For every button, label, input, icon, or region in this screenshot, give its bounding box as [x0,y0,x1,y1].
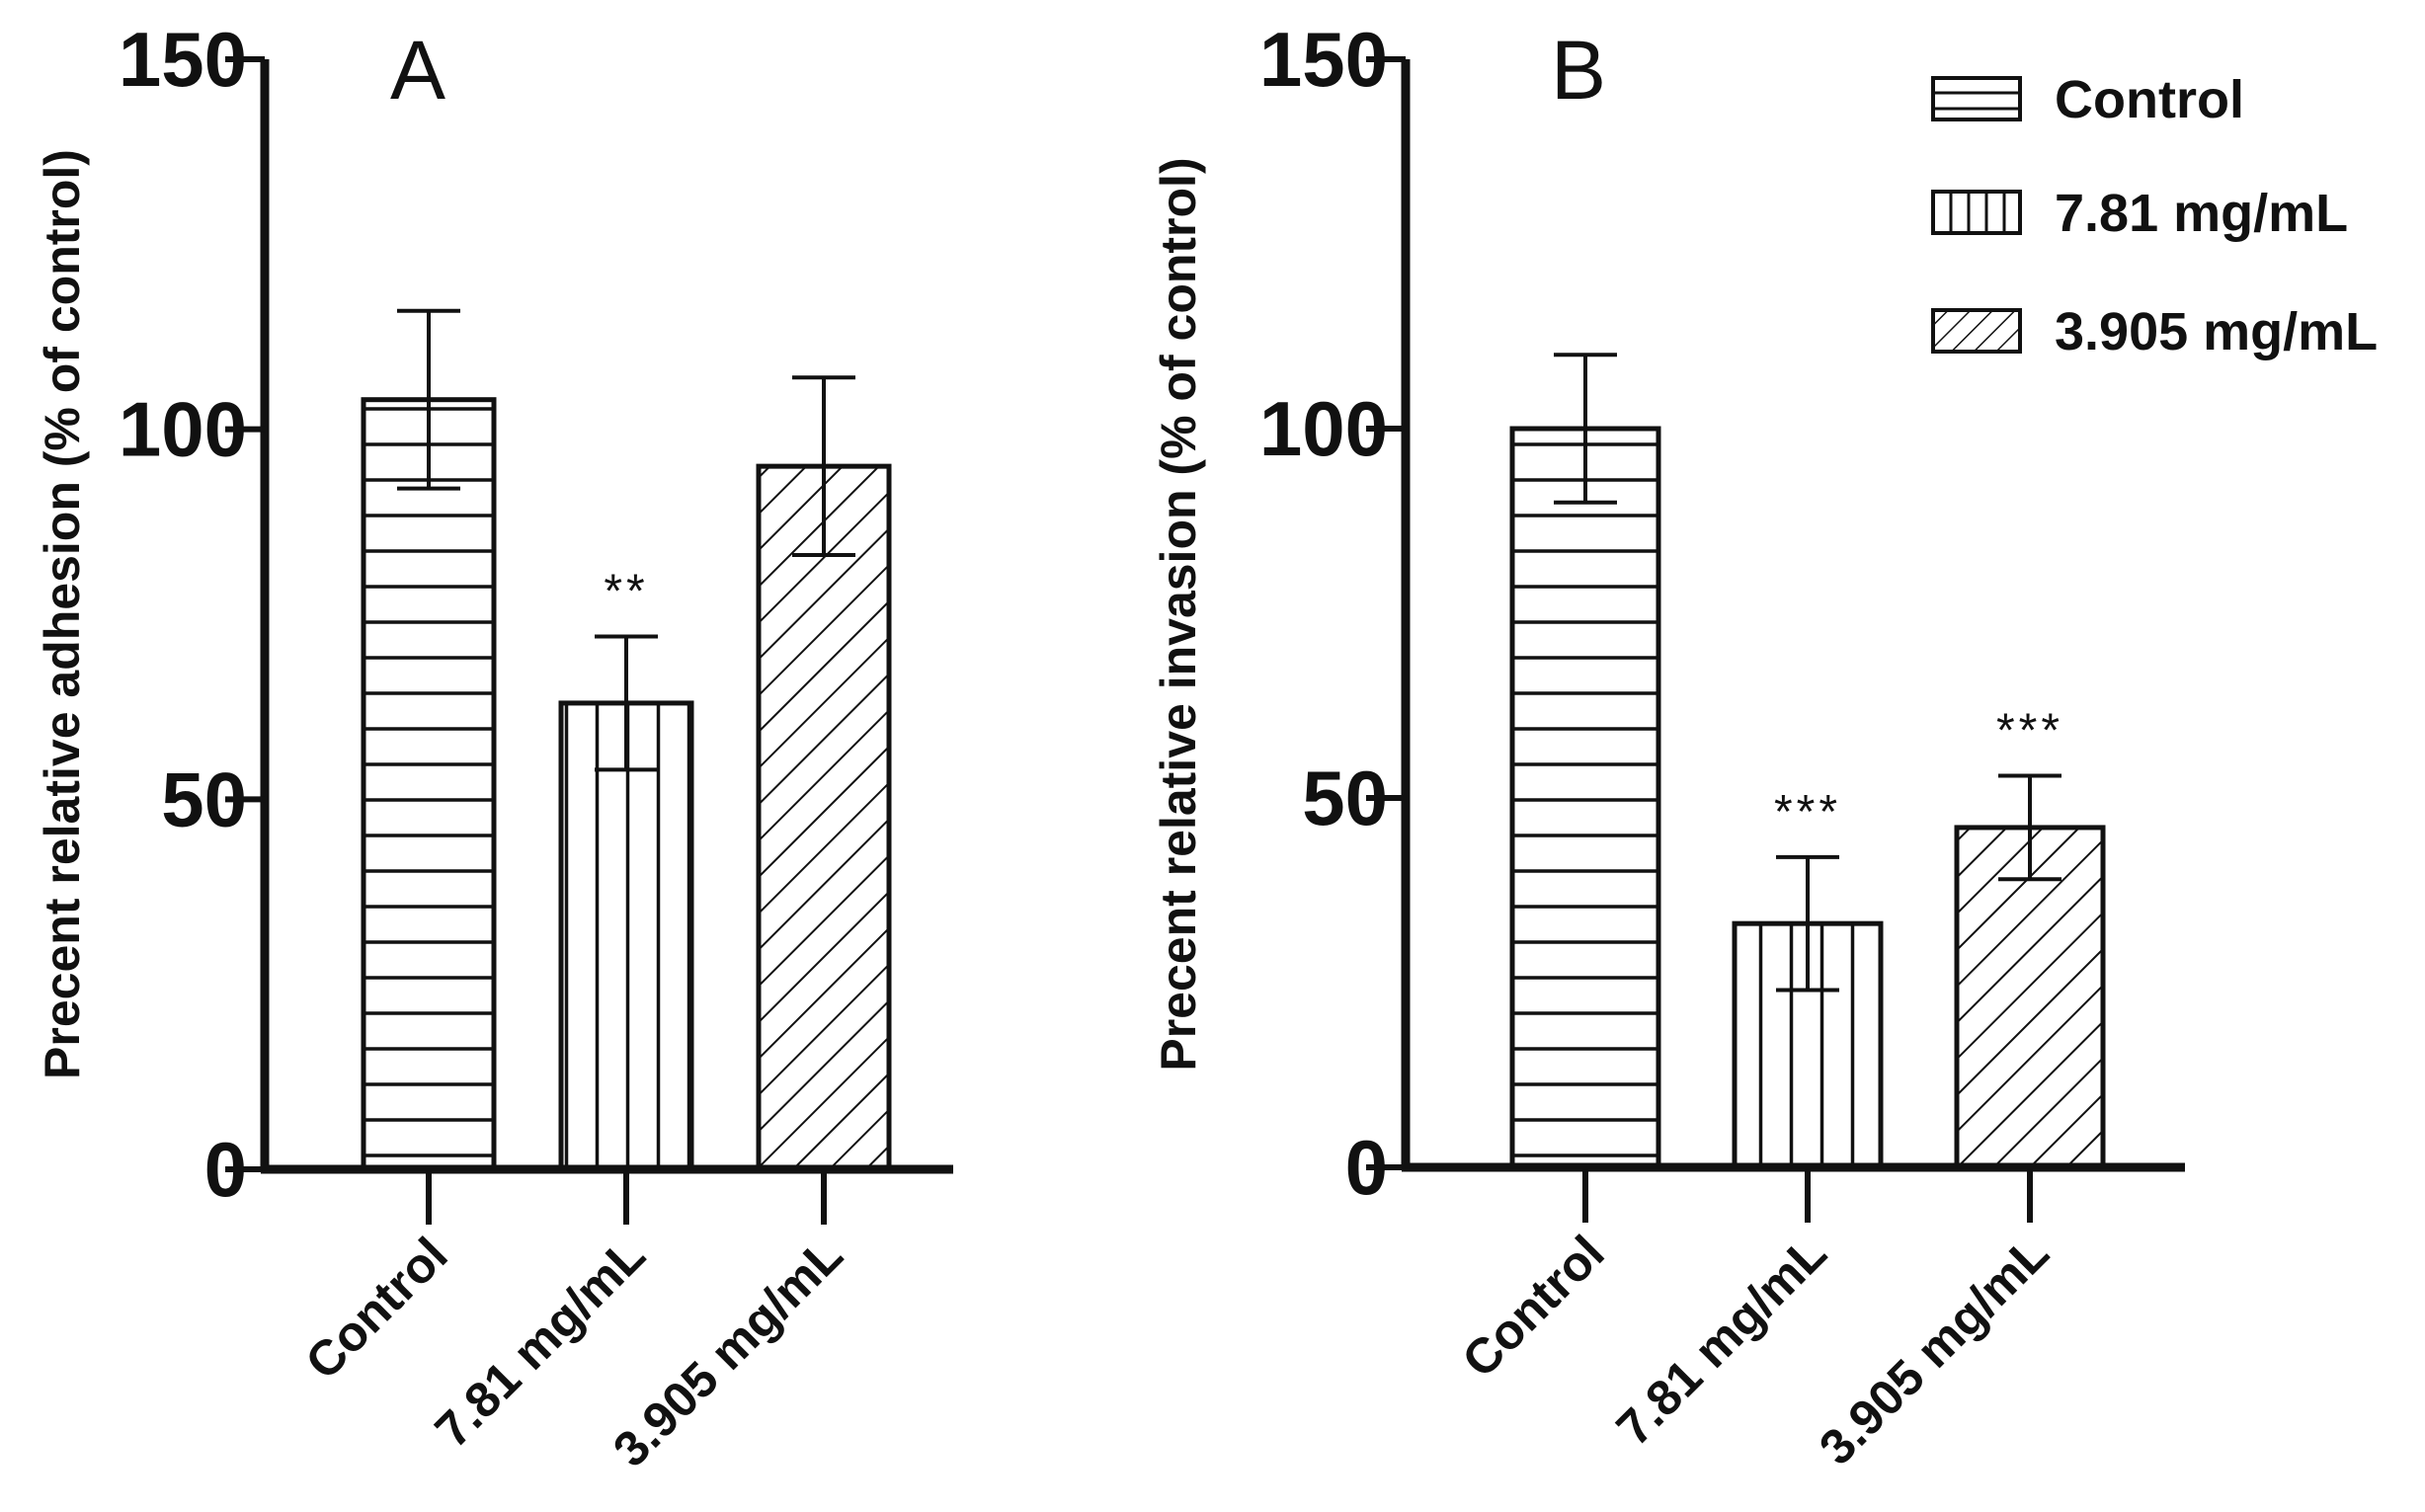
legend-label-control: Control [2055,70,2244,129]
panel-b-xtick-label-3-905-mg-ml: 3.905 mg/mL [1809,1225,2060,1475]
panel-b-xtick-label-control: Control [1452,1225,1615,1388]
panel-b-label: B [1551,24,1606,117]
panel-b-xtick-label-7-81-mg-ml: 7.81 mg/mL [1606,1225,1837,1456]
panel-b-ytick-label-100: 100 [1259,385,1388,472]
legend: Control 7.81 mg/mL 3.905 mg/mL [1931,70,2378,361]
panel-a-bar-7-81-mg-ml [558,700,694,1172]
panel-a-y-axis-label: Precent relative adhesion (% of control) [35,149,90,1079]
panel-b-bar-control [1509,426,1661,1170]
panel-a-xtick-label-control: Control [295,1227,458,1390]
panel-b-y-axis-label: Precent relative invasion (% of control) [1151,157,1206,1071]
legend-swatch-3-905-mg-ml [1931,308,2022,354]
panel-a-ytick-label-0: 0 [204,1126,247,1213]
panel-b-ytick-label-0: 0 [1345,1124,1388,1211]
panel-a-ytick-label-100: 100 [119,386,247,473]
panel-b-invasion-chart: Control *** 7.81 mg/mL *** 3.905 mg/mL 0 50 100… [1151,16,2185,1475]
panel-a-ytick-label-50: 50 [161,756,247,842]
panel-b-ytick-label-50: 50 [1302,755,1388,841]
panel-a-bar-3-905-mg-ml [756,463,892,1172]
panel-b-significance-7-81-mg-ml: *** [1774,786,1841,838]
panel-a-label: A [390,24,445,117]
panel-b-ytick-label-150: 150 [1259,16,1388,103]
legend-swatch-control [1931,76,2022,121]
panel-b-significance-3-905-mg-ml: *** [1996,705,2063,757]
panel-a-significance-7-81-mg-ml: ** [604,565,648,617]
panel-a-ytick-label-150: 150 [119,16,247,103]
panel-a-bar-control [361,397,497,1172]
legend-swatch-7-81-mg-ml [1931,190,2022,235]
legend-label-3-905-mg-ml: 3.905 mg/mL [2055,302,2378,361]
legend-label-7-81-mg-ml: 7.81 mg/mL [2055,184,2348,243]
panel-a-adhesion-chart: Control**7.81 mg/mL3.905 mg/mL050100150P… [35,16,953,1477]
panel-b-bar-3-905-mg-ml [1954,825,2106,1170]
